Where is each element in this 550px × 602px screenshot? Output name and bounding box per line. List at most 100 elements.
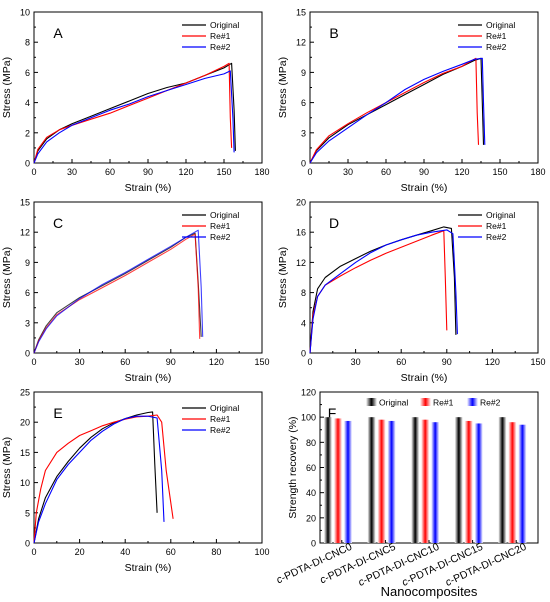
bar: [411, 417, 420, 543]
x-tick-label: 60: [166, 547, 176, 557]
legend-label: Re#1: [210, 414, 231, 424]
x-tick-label: 20: [75, 547, 85, 557]
tick-prefix: c: [275, 573, 286, 586]
x-tick-label: 150: [216, 167, 231, 177]
chart-panel-a: 0 2 4 6 8 10 Stress (MPa) A 0 30 60 90 120 150 180 Stra…: [1, 8, 270, 195]
x-tick-label: 90: [442, 357, 452, 367]
chart-panel-c: 0 3 6 9 12 15 Stress (MPa) C 0 30 60 90 120 150 Strain…: [1, 198, 270, 385]
panel-letter: B: [329, 25, 338, 41]
y-tick-label: 0: [311, 539, 316, 549]
y-tick-label: 80: [306, 438, 316, 448]
y-tick-label: 0: [301, 349, 306, 359]
y-tick-label: 3: [25, 318, 30, 328]
series-line-re1: [33, 233, 201, 354]
legend-swatch: [467, 398, 478, 406]
x-tick-label: 90: [166, 357, 176, 367]
x-tick-label: 30: [343, 167, 353, 177]
series-line-re1: [309, 57, 480, 164]
y-tick-label: 2: [25, 128, 30, 138]
x-tick-label: 90: [419, 167, 429, 177]
x-axis-label: Strain (%): [401, 372, 448, 384]
x-tick-label: 120: [454, 167, 469, 177]
legend-label: Re#2: [480, 398, 501, 408]
x-tick-label: 30: [67, 167, 77, 177]
y-tick-label: 12: [296, 258, 306, 268]
series-line-re2: [33, 70, 235, 164]
bar: [474, 423, 483, 543]
x-tick-label: 30: [351, 357, 361, 367]
x-tick-label: 80: [211, 547, 221, 557]
series-line-original: [33, 232, 202, 354]
panel-letter: F: [328, 405, 337, 421]
series-line-re2: [309, 229, 458, 354]
panel-letter: A: [53, 25, 63, 41]
legend-label: Re#1: [433, 398, 454, 408]
x-tick-label: 60: [105, 167, 115, 177]
tick-prefix: c: [400, 575, 411, 588]
y-tick-label: 15: [20, 198, 30, 208]
y-tick-label: 4: [301, 318, 306, 328]
y-tick-label: 20: [306, 513, 316, 523]
y-tick-label: 4: [25, 98, 30, 108]
tick-prefix: c: [444, 575, 455, 588]
bar: [344, 420, 352, 543]
series-line-original: [309, 57, 485, 164]
chart-panel-d: 0 4 8 12 16 20 Stress (MPa) D 0 30 60 90 120 150 Strai…: [277, 198, 546, 385]
x-axis-label: Strain (%): [125, 182, 172, 194]
legend-label: Re#1: [210, 31, 231, 41]
legend-label: Original: [210, 210, 239, 220]
bar: [508, 422, 517, 543]
y-tick-label: 0: [25, 349, 30, 359]
y-tick-label: 9: [25, 258, 30, 268]
panel-letter: C: [53, 215, 63, 231]
x-tick-label: 0: [31, 357, 36, 367]
bar: [324, 417, 332, 543]
y-axis-label: Stress (MPa): [1, 437, 13, 498]
legend-label: Original: [379, 398, 408, 408]
x-tick-label: 150: [254, 357, 269, 367]
x-tick-label: 30: [75, 357, 85, 367]
x-axis-label: Strain (%): [125, 562, 172, 574]
y-tick-label: 120: [301, 388, 316, 398]
x-tick-label: 180: [530, 167, 545, 177]
y-tick-label: 100: [301, 413, 316, 423]
x-tick-label: 120: [178, 167, 193, 177]
y-tick-label: 0: [25, 159, 30, 169]
legend-label: Re#2: [486, 232, 507, 242]
legend-label: Original: [486, 210, 515, 220]
x-tick-label: 40: [120, 547, 130, 557]
y-tick-label: 25: [20, 388, 30, 398]
y-tick-label: 10: [20, 478, 30, 488]
x-tick-label: 150: [492, 167, 507, 177]
y-tick-label: 20: [20, 418, 30, 428]
y-tick-label: 9: [301, 68, 306, 78]
tick-rest: -PDTA-DI-CNC0: [279, 541, 354, 584]
bar: [464, 420, 473, 543]
legend-label: Original: [210, 403, 239, 413]
series-line-re2: [309, 57, 486, 164]
legend: Original Re#1 Re#2: [366, 398, 501, 408]
y-axis-label: Stress (MPa): [1, 57, 13, 118]
y-tick-label: 0: [301, 159, 306, 169]
y-axis-label: Stress (MPa): [277, 57, 289, 118]
series-line-re1: [33, 414, 174, 544]
y-tick-label: 20: [296, 198, 306, 208]
series-line-original: [309, 226, 457, 354]
x-tick-label: 180: [254, 167, 269, 177]
legend-swatch: [366, 398, 377, 406]
x-tick-label: 0: [31, 547, 36, 557]
x-tick-label: 0: [307, 167, 312, 177]
x-tick-label: 60: [396, 357, 406, 367]
y-tick-label: 6: [301, 98, 306, 108]
y-tick-label: 15: [20, 448, 30, 458]
bar: [367, 417, 376, 543]
tick-prefix: c: [318, 573, 329, 586]
x-tick-label: 150: [530, 357, 545, 367]
y-tick-label: 12: [20, 228, 30, 238]
y-tick-label: 0: [25, 539, 30, 549]
